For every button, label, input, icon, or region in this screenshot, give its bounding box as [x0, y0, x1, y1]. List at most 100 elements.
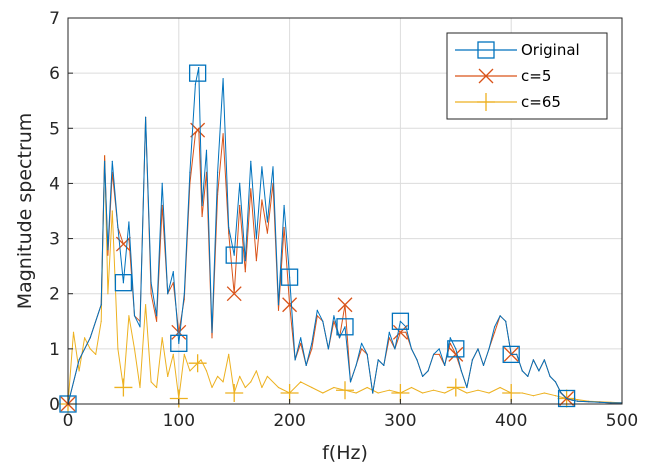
data-point: [89, 348, 91, 350]
data-point: [250, 381, 252, 383]
x-tick-label: 200: [273, 411, 305, 431]
data-point: [410, 386, 413, 389]
data-point: [228, 226, 230, 229]
data-point: [372, 392, 374, 394]
data-point: [211, 337, 213, 339]
data-point: [394, 348, 396, 350]
data-point: [255, 260, 257, 262]
data-point: [183, 293, 185, 295]
data-point: [277, 304, 280, 306]
data-point: [266, 232, 268, 234]
data-point: [527, 375, 529, 377]
data-point: [444, 364, 446, 366]
x-tick-label: 0: [63, 411, 74, 431]
legend-marker: [477, 41, 495, 59]
data-point: [222, 381, 224, 383]
data-point: [577, 399, 579, 401]
data-point: [172, 282, 174, 284]
data-point: [283, 226, 285, 229]
data-point: [217, 375, 219, 377]
data-point: [133, 348, 136, 350]
data-point: [244, 260, 246, 262]
legend-label: Original: [521, 41, 580, 59]
data-point: [521, 392, 523, 394]
data-point: [494, 326, 496, 328]
series-marker: [280, 268, 299, 286]
plot-frame: [67, 17, 623, 405]
data-point: [117, 348, 119, 350]
series-marker: [447, 340, 465, 358]
data-point: [577, 400, 579, 402]
series-line: [67, 155, 623, 405]
series-marker: [557, 389, 576, 408]
data-point: [327, 348, 329, 350]
data-point: [405, 331, 407, 333]
data-point: [107, 249, 109, 251]
data-point: [277, 386, 280, 389]
data-point: [156, 386, 158, 389]
data-point: [532, 359, 535, 361]
data-point: [89, 337, 91, 339]
data-point: [289, 276, 291, 278]
data-point: [133, 315, 136, 317]
data-point: [455, 348, 457, 350]
data-point: [250, 160, 252, 162]
series-marker: [114, 378, 133, 397]
y-axis-label: Magnitude spectrum: [14, 113, 36, 310]
series-marker: [391, 383, 410, 402]
data-point: [211, 386, 213, 389]
x-tick-label: 500: [606, 411, 638, 431]
data-point: [355, 392, 357, 394]
data-point: [283, 204, 285, 207]
data-point: [244, 386, 246, 389]
data-point: [466, 392, 468, 394]
series-marker: [225, 246, 243, 264]
data-point: [510, 353, 512, 355]
data-point: [261, 199, 263, 201]
data-point: [349, 381, 352, 383]
data-point: [571, 399, 573, 401]
data-point: [588, 401, 590, 403]
x-tick-label: 400: [495, 411, 527, 431]
data-point: [366, 386, 368, 389]
data-point: [433, 353, 435, 355]
data-point: [449, 337, 451, 339]
data-point: [410, 348, 413, 350]
data-point: [311, 342, 313, 344]
data-point: [78, 370, 80, 372]
data-point: [311, 386, 313, 389]
data-point: [183, 353, 185, 355]
data-point: [383, 364, 385, 366]
data-point: [150, 381, 152, 383]
data-point: [477, 348, 479, 350]
series-layer: [59, 64, 623, 413]
data-point: [233, 254, 235, 256]
data-point: [610, 402, 612, 404]
y-tick-label: 2: [49, 285, 60, 305]
series-c=65: [59, 155, 623, 413]
legend-entry: c=65: [455, 93, 561, 111]
data-point: [333, 320, 335, 322]
data-point: [316, 315, 318, 317]
data-point: [128, 315, 130, 317]
data-point: [111, 160, 113, 162]
legend-label: c=5: [521, 67, 551, 85]
data-point: [111, 210, 113, 212]
legend-items: Original c=5 c=65: [455, 41, 580, 111]
data-point: [405, 326, 407, 328]
data-point: [554, 395, 557, 397]
data-point: [201, 215, 203, 218]
tick-labels: 0 100 200 300 400 500 0 1 2 3 4 5 6 7: [49, 9, 638, 431]
y-tick-label: 5: [49, 119, 60, 139]
data-point: [466, 386, 468, 389]
data-point: [272, 166, 274, 168]
data-point: [538, 370, 540, 372]
data-point: [239, 204, 241, 207]
data-point: [84, 337, 86, 339]
data-point: [145, 116, 147, 118]
data-point: [361, 348, 363, 350]
data-point: [78, 359, 80, 361]
data-point: [239, 182, 241, 184]
data-point: [198, 67, 200, 69]
